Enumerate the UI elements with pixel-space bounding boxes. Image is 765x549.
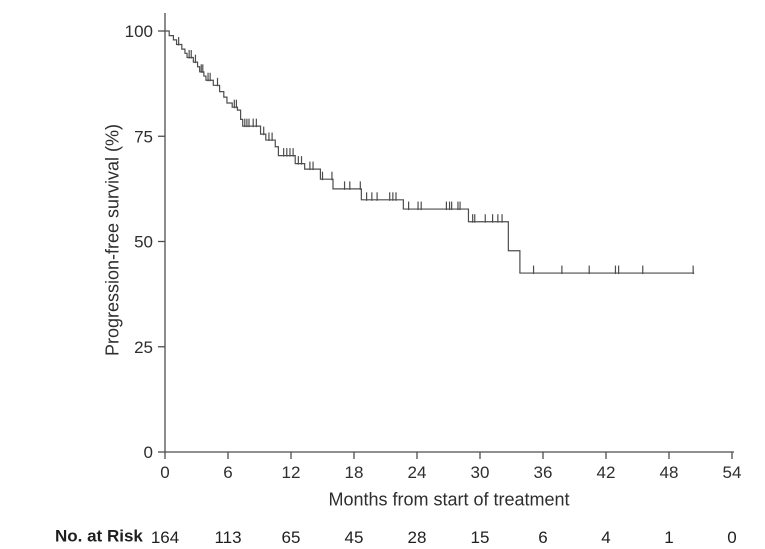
x-tick-label: 0 bbox=[160, 463, 169, 482]
risk-count: 0 bbox=[727, 528, 736, 547]
x-tick-label: 54 bbox=[723, 463, 742, 482]
x-tick-label: 36 bbox=[534, 463, 553, 482]
y-axis-title: Progression-free survival (%) bbox=[102, 123, 123, 357]
y-tick-label: 0 bbox=[144, 443, 153, 462]
y-tick-label: 100 bbox=[125, 22, 153, 41]
y-tick-label: 75 bbox=[134, 127, 153, 146]
risk-table-label: No. at Risk bbox=[55, 526, 143, 546]
x-tick-label: 42 bbox=[597, 463, 616, 482]
survival-curve bbox=[165, 30, 695, 274]
y-tick-label: 50 bbox=[134, 233, 153, 252]
risk-count: 113 bbox=[214, 528, 241, 547]
y-tick-label: 25 bbox=[134, 338, 153, 357]
x-tick-label: 12 bbox=[282, 463, 301, 482]
x-tick-label: 30 bbox=[471, 463, 490, 482]
risk-count: 1 bbox=[664, 528, 673, 547]
risk-count: 65 bbox=[282, 528, 301, 547]
risk-count: 15 bbox=[471, 528, 490, 547]
risk-count: 6 bbox=[538, 528, 547, 547]
x-tick-label: 18 bbox=[345, 463, 364, 482]
x-tick-label: 24 bbox=[408, 463, 427, 482]
risk-count: 45 bbox=[345, 528, 364, 547]
risk-count: 28 bbox=[408, 528, 427, 547]
x-tick-label: 48 bbox=[660, 463, 679, 482]
risk-count: 164 bbox=[151, 528, 179, 547]
x-tick-label: 6 bbox=[223, 463, 232, 482]
risk-count: 4 bbox=[601, 528, 610, 547]
x-axis-title: Months from start of treatment bbox=[328, 489, 570, 510]
